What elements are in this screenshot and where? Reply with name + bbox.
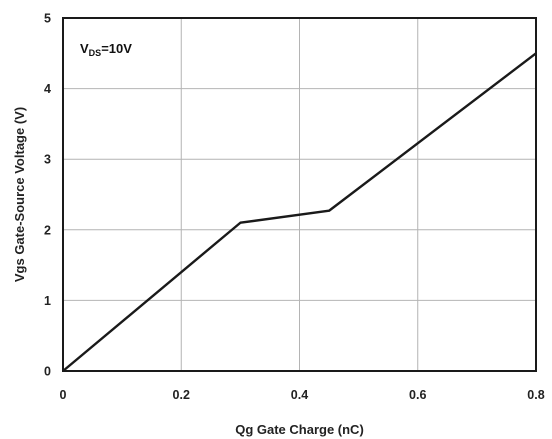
y-tick-label-2: 2: [44, 223, 51, 237]
y-tick-label-1: 1: [44, 294, 51, 308]
vds-annotation: VDS=10V: [80, 41, 132, 58]
vds-annotation-value: =10V: [101, 41, 132, 56]
y-tick-labels: 0 1 2 3 4 5: [44, 12, 51, 379]
series-line-0: [62, 52, 537, 372]
x-axis-title: Qg Gate Charge (nC): [235, 422, 364, 437]
y-tick-label-4: 4: [44, 82, 51, 96]
x-tick-label-1: 0.2: [173, 388, 190, 402]
y-tick-label-5: 5: [44, 12, 51, 26]
plot-frame: [62, 17, 537, 372]
vds-annotation-main: V: [80, 41, 89, 56]
series-layer: [62, 52, 537, 372]
y-tick-label-3: 3: [44, 153, 51, 167]
y-tick-label-0: 0: [44, 365, 51, 379]
grid-lines: [63, 18, 536, 371]
y-axis-title: Vgs Gate-Source Voltage (V): [12, 107, 27, 282]
x-tick-label-4: 0.8: [527, 388, 544, 402]
x-tick-labels: 0 0.2 0.4 0.6 0.8: [60, 388, 545, 402]
x-tick-label-2: 0.4: [291, 388, 308, 402]
x-tick-label-0: 0: [60, 388, 67, 402]
vds-annotation-subscript: DS: [89, 48, 102, 58]
x-tick-label-3: 0.6: [409, 388, 426, 402]
